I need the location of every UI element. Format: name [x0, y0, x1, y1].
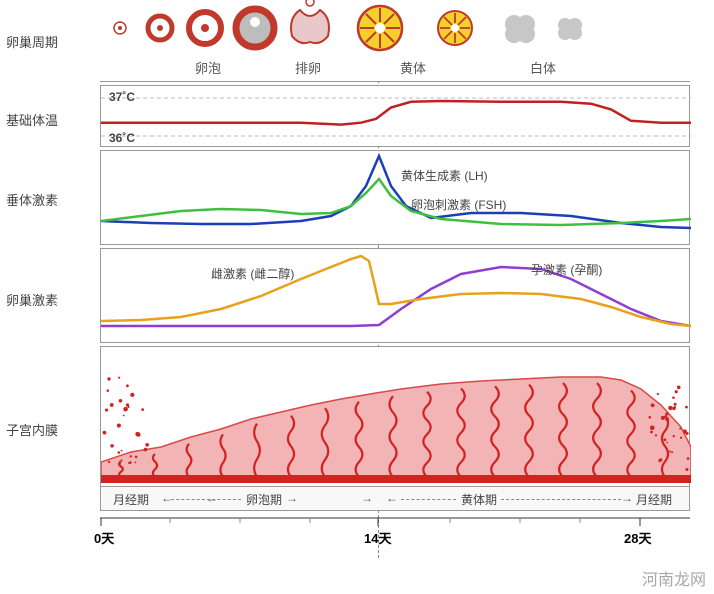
panel-temp: 37˚C 36˚C	[100, 85, 690, 147]
temp-37: 37˚C	[109, 90, 135, 104]
watermark: 河南龙网	[642, 566, 706, 590]
phase-menses1: 月经期	[113, 491, 149, 508]
label-basal-temp: 基础体温	[6, 110, 58, 129]
tick-0: 0天	[94, 528, 114, 547]
tick-28: 28天	[624, 528, 651, 547]
label-ovarian-cycle: 卵巢周期	[6, 32, 58, 51]
estrogen-label: 雌激素 (雌二醇)	[211, 265, 294, 282]
panel-endometrium: 月经期 卵泡期 黄体期 月经期 ←← →→ ← →	[100, 346, 690, 511]
x-axis: 0天 14天 28天	[100, 516, 690, 546]
panel-pituitary: 黄体生成素 (LH) 卵泡刺激素 (FSH)	[100, 150, 690, 245]
label-pituitary: 垂体激素	[6, 190, 58, 209]
ovarian-horm-svg	[101, 249, 691, 344]
fsh-label: 卵泡刺激素 (FSH)	[411, 196, 506, 213]
label-endometrium: 子宫内膜	[6, 420, 58, 439]
phase-luteal: 黄体期	[461, 491, 497, 508]
label-ovarian-hormones: 卵巢激素	[6, 290, 58, 309]
ov-phase-ovulation: 排卵	[295, 58, 321, 77]
ovarian-cycle-svg	[100, 0, 690, 82]
ov-phase-luteum: 黄体	[400, 58, 426, 77]
temp-36: 36˚C	[109, 131, 135, 145]
progesterone-label: 孕激素 (孕酮)	[531, 261, 602, 278]
pituitary-svg	[101, 151, 691, 246]
panel-ovarian-hormones: 雌激素 (雌二醇) 孕激素 (孕酮)	[100, 248, 690, 343]
phase-follicular: 卵泡期	[246, 491, 282, 508]
ov-phase-albicans: 白体	[530, 58, 556, 77]
phase-menses2: 月经期	[636, 491, 672, 508]
lh-label: 黄体生成素 (LH)	[401, 167, 488, 184]
ov-phase-follicle: 卵泡	[195, 58, 221, 77]
menstrual-cycle-diagram: 卵巢周期	[0, 0, 714, 594]
panel-ovarian-cycle: 卵泡 排卵 黄体 白体	[100, 0, 690, 82]
temp-svg	[101, 86, 691, 148]
tick-14: 14天	[364, 528, 391, 547]
